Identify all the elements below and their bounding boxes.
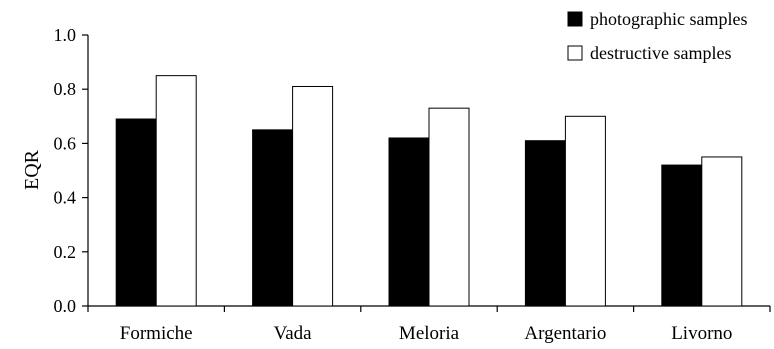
bar-photographic bbox=[115, 118, 157, 307]
x-tick-label: Argentario bbox=[524, 323, 606, 344]
bar-destructive bbox=[564, 115, 606, 307]
bar-destructive bbox=[292, 85, 334, 307]
y-tick-label: 0.8 bbox=[54, 79, 77, 99]
bar-destructive bbox=[155, 75, 197, 307]
x-tick-label: Livorno bbox=[671, 323, 732, 344]
bar-photographic bbox=[661, 164, 703, 307]
bar-photographic bbox=[524, 140, 566, 307]
y-tick-label: 0.2 bbox=[54, 242, 77, 262]
x-tick-label: Vada bbox=[274, 323, 313, 344]
chart-labels: 0.0 0.2 0.4 0.6 0.8 1.0 Formiche Vada Meloria Arg… bbox=[54, 25, 733, 344]
bar-destructive bbox=[701, 156, 743, 307]
y-axis-title: EQR bbox=[21, 149, 43, 190]
y-tick-label: 0.4 bbox=[54, 188, 77, 208]
legend-swatch bbox=[567, 45, 583, 61]
chart-bars bbox=[115, 75, 743, 307]
legend-label: photographic samples bbox=[590, 9, 747, 29]
bar-photographic bbox=[388, 137, 430, 307]
legend-label: destructive samples bbox=[590, 43, 731, 63]
x-tick-label: Formiche bbox=[120, 323, 193, 344]
x-tick-label: Meloria bbox=[399, 323, 460, 344]
bar-photographic bbox=[252, 129, 294, 307]
legend-swatch bbox=[567, 11, 583, 27]
bar-destructive bbox=[428, 107, 470, 307]
y-tick-label: 0.6 bbox=[54, 133, 77, 153]
y-tick-label: 0.0 bbox=[54, 296, 77, 316]
y-tick-label: 1.0 bbox=[54, 25, 77, 45]
chart-legend: photographic samples destructive samples bbox=[567, 9, 747, 63]
